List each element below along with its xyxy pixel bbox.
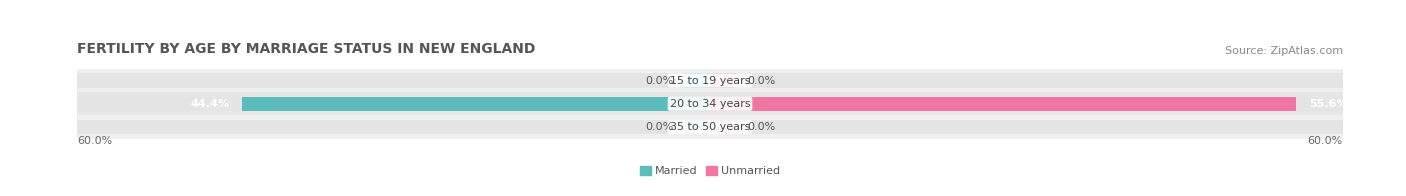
- Bar: [710, 73, 737, 88]
- Bar: [77, 92, 1343, 115]
- Text: 35 to 50 years: 35 to 50 years: [669, 122, 751, 132]
- Bar: [242, 97, 710, 111]
- Bar: [710, 120, 737, 134]
- Bar: [683, 120, 710, 134]
- Bar: [710, 97, 1296, 111]
- Text: 60.0%: 60.0%: [1308, 136, 1343, 146]
- Text: 0.0%: 0.0%: [645, 75, 673, 85]
- Bar: [77, 69, 1343, 92]
- Bar: [77, 115, 1343, 139]
- Text: FERTILITY BY AGE BY MARRIAGE STATUS IN NEW ENGLAND: FERTILITY BY AGE BY MARRIAGE STATUS IN N…: [77, 42, 536, 56]
- Text: 44.4%: 44.4%: [190, 99, 229, 109]
- Text: 0.0%: 0.0%: [645, 122, 673, 132]
- Text: 60.0%: 60.0%: [77, 136, 112, 146]
- Text: 55.6%: 55.6%: [1309, 99, 1347, 109]
- Bar: [710, 97, 1343, 111]
- Text: 20 to 34 years: 20 to 34 years: [669, 99, 751, 109]
- Bar: [77, 73, 710, 88]
- Text: 15 to 19 years: 15 to 19 years: [669, 75, 751, 85]
- Bar: [710, 120, 1343, 134]
- Bar: [710, 73, 1343, 88]
- Legend: Married, Unmarried: Married, Unmarried: [636, 161, 785, 180]
- Bar: [77, 97, 710, 111]
- Bar: [683, 73, 710, 88]
- Text: 0.0%: 0.0%: [747, 122, 775, 132]
- Text: Source: ZipAtlas.com: Source: ZipAtlas.com: [1225, 46, 1343, 56]
- Bar: [77, 120, 710, 134]
- Text: 0.0%: 0.0%: [747, 75, 775, 85]
